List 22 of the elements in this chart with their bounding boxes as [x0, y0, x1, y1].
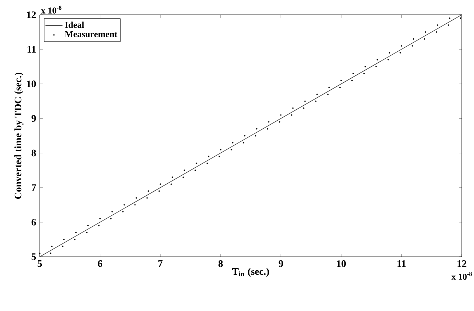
y-tick-label: 5 — [32, 254, 36, 260]
text: x 10$^{-8}$ — [452, 272, 472, 280]
y-tick-label: 9 — [32, 115, 36, 122]
legend-label: Ideal — [65, 22, 84, 28]
y-axis-title: Converted time by TDC (sec.) — [14, 72, 24, 200]
y-tick-label: 7 — [32, 184, 36, 192]
y-tick-label: 8 — [32, 150, 36, 157]
y-tick-label: 6 — [32, 219, 36, 226]
legend-label: Measurement — [65, 32, 118, 38]
x-tick-label: 11 — [398, 260, 406, 268]
x-tick-label: 6 — [98, 260, 102, 268]
x-tick-label: 7 — [158, 260, 163, 268]
y-tick-label: 11 — [28, 46, 36, 53]
x-tick-label: 8 — [218, 260, 224, 268]
x-tick-label: 9 — [278, 260, 284, 268]
x-tick-label: 5 — [38, 260, 42, 268]
y-tick-label: 12 — [27, 12, 36, 18]
x-tick-label: 10 — [337, 260, 346, 268]
x-tick-label: 12 — [458, 260, 467, 268]
text: x 10$^{-8}$ — [41, 6, 62, 14]
y-tick-label: 10 — [27, 80, 36, 88]
x-axis-title: T$_{in}$ (sec.) — [232, 268, 270, 278]
